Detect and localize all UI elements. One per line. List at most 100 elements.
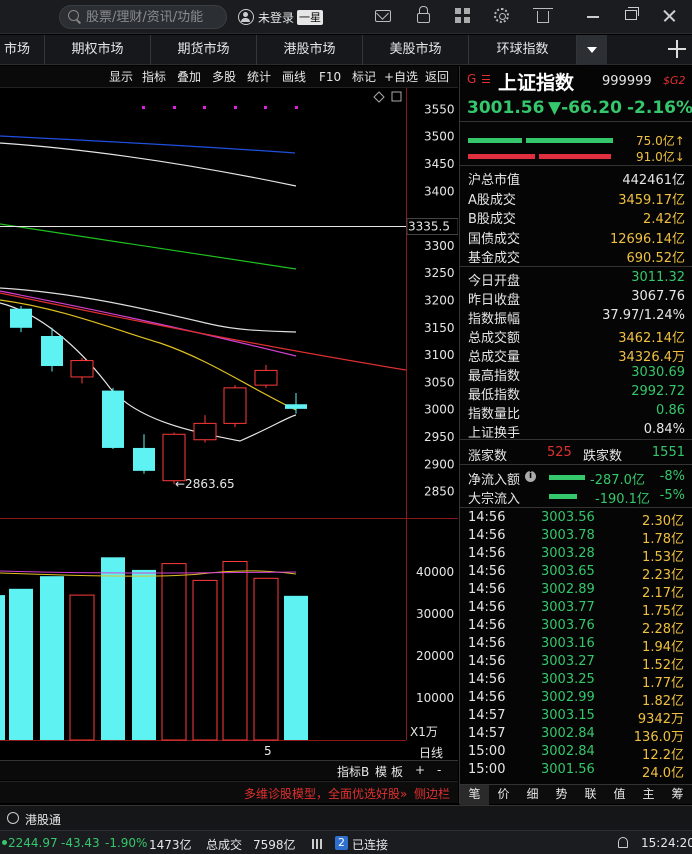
stat-value: 37.97/1.24%	[602, 308, 685, 323]
panel-tab-trend[interactable]: 势	[555, 787, 568, 801]
price-tick-label: 2900	[424, 457, 455, 471]
add-favorite-button[interactable]: +自选	[384, 70, 419, 84]
stat-row: 今日开盘 3011.32	[460, 268, 692, 289]
overlay-button[interactable]: 叠加	[177, 70, 202, 84]
ma-line-red	[0, 292, 407, 371]
block-flow-bar	[549, 494, 577, 499]
panel-tab-detail[interactable]: 细	[526, 787, 539, 801]
candle[interactable]	[193, 422, 217, 441]
tab-hk-stocks[interactable]: 港股市场	[257, 35, 363, 65]
back-button[interactable]: 返回	[425, 70, 450, 84]
price-tick-label: 3550	[424, 102, 455, 116]
indicator-b-button[interactable]: 指标B	[337, 765, 370, 779]
vol-ma-yellow	[0, 570, 297, 577]
kline-chart[interactable]: ←2863.65 35503500345034003335.5330032503…	[0, 88, 458, 760]
diamond-icon[interactable]	[373, 91, 385, 103]
down-bar-2	[539, 154, 611, 159]
tab-futures[interactable]: 期货市场	[151, 35, 257, 65]
gear-icon[interactable]	[494, 8, 509, 23]
tick-row: 14:56 3003.77 1.75亿	[460, 599, 692, 619]
stat-row: 最低指数 2992.72	[460, 382, 692, 403]
stat-value: 3462.14亿	[618, 331, 685, 346]
candle[interactable]	[41, 335, 63, 367]
search-input[interactable]	[86, 8, 224, 26]
zoom-out-button[interactable]: -	[437, 763, 442, 777]
candle[interactable]	[223, 387, 247, 424]
tick-price: 3002.89	[541, 582, 595, 597]
add-tab-button[interactable]	[668, 40, 686, 58]
stat-value: 3030.69	[631, 365, 685, 380]
board-button[interactable]: 板	[391, 765, 404, 779]
candle[interactable]	[70, 360, 94, 378]
panel-tab-related[interactable]: 联	[584, 787, 597, 801]
block-flow-row: 大宗流入 -190.1亿 -5%	[460, 486, 692, 507]
ma-line-white	[0, 287, 297, 333]
tick-volume: 2.23亿	[642, 568, 684, 583]
candle[interactable]	[10, 308, 32, 328]
status-total-value: 7598亿	[253, 838, 296, 852]
tick-time: 15:00	[468, 762, 506, 777]
square-icon[interactable]	[391, 91, 402, 102]
hk-connect-icon[interactable]	[7, 812, 19, 824]
display-button[interactable]: 显示	[109, 70, 134, 84]
f10-button[interactable]: F10	[319, 70, 342, 84]
side-panel-button[interactable]: 侧边栏	[414, 787, 451, 801]
stat-value: 3011.32	[631, 270, 685, 285]
candle[interactable]	[133, 447, 155, 471]
close-icon[interactable]	[662, 8, 678, 24]
grid-icon[interactable]	[455, 8, 470, 23]
tick-price: 3003.28	[541, 546, 595, 561]
shirt-icon[interactable]	[533, 8, 553, 23]
panel-tab-main[interactable]: 主	[642, 787, 655, 801]
tab-options[interactable]: 期权市场	[45, 35, 151, 65]
candle[interactable]	[254, 369, 278, 386]
signal-icon	[312, 839, 324, 849]
search-icon	[68, 10, 82, 24]
tab-global-index[interactable]: 环球指数	[469, 35, 577, 65]
menu-icon[interactable]	[482, 75, 490, 83]
volume-bar	[192, 579, 218, 741]
hk-connect-label[interactable]: 港股通	[25, 813, 62, 827]
restore-icon[interactable]	[625, 7, 639, 20]
connection-status[interactable]: 已连接	[352, 838, 389, 852]
candle[interactable]	[162, 433, 186, 482]
more-tabs-button[interactable]	[577, 35, 607, 65]
candle[interactable]	[102, 390, 124, 448]
lock-icon[interactable]	[417, 6, 430, 23]
panel-tab-value[interactable]: 值	[613, 787, 626, 801]
up-amount: 75.0亿↑	[636, 134, 685, 148]
tick-volume: 1.53亿	[642, 550, 684, 565]
tab-market[interactable]: 市场	[0, 35, 45, 65]
stats-button[interactable]: 统计	[247, 70, 272, 84]
stat-label: 指数量比	[468, 407, 521, 422]
mark-button[interactable]: 标记	[352, 70, 377, 84]
minimize-icon[interactable]	[587, 16, 599, 18]
period-label[interactable]: 日线	[419, 746, 443, 760]
level-badge: 一星	[297, 9, 324, 25]
mail-icon[interactable]	[375, 10, 391, 22]
tick-row: 14:56 3003.65 2.23亿	[460, 563, 692, 583]
tab-us-stocks[interactable]: 美股市场	[363, 35, 469, 65]
stat-row: A股成交 3459.17亿	[460, 187, 692, 208]
promo-link[interactable]: 多维诊股模型，全面优选好股»	[244, 787, 408, 801]
info-icon[interactable]: i	[525, 471, 536, 482]
g-icon[interactable]: G	[467, 72, 477, 86]
panel-tab-price[interactable]: 价	[497, 787, 510, 801]
bell-icon[interactable]	[618, 837, 628, 848]
signal-dot	[203, 106, 206, 109]
login-button[interactable]: 未登录 一星	[238, 8, 324, 26]
multi-stock-button[interactable]: 多股	[212, 70, 237, 84]
stat-value: 3067.76	[631, 289, 685, 304]
candle[interactable]	[285, 404, 307, 409]
template-button[interactable]: 模	[375, 765, 388, 779]
draw-line-button[interactable]: 画线	[282, 70, 307, 84]
indicator-button[interactable]: 指标	[142, 70, 167, 84]
volume-tick-label: 20000	[416, 649, 454, 663]
panel-tab-chips[interactable]: 筹	[671, 787, 684, 801]
zoom-in-button[interactable]: +	[415, 763, 426, 777]
panel-tab-tick[interactable]: 笔	[460, 785, 489, 805]
search-box[interactable]	[59, 5, 227, 29]
tick-time: 14:56	[468, 582, 506, 597]
tick-time: 14:56	[468, 618, 506, 633]
chart-toolbar: 显示 指标 叠加 多股 统计 画线 F10 标记 +自选 返回	[0, 66, 458, 88]
